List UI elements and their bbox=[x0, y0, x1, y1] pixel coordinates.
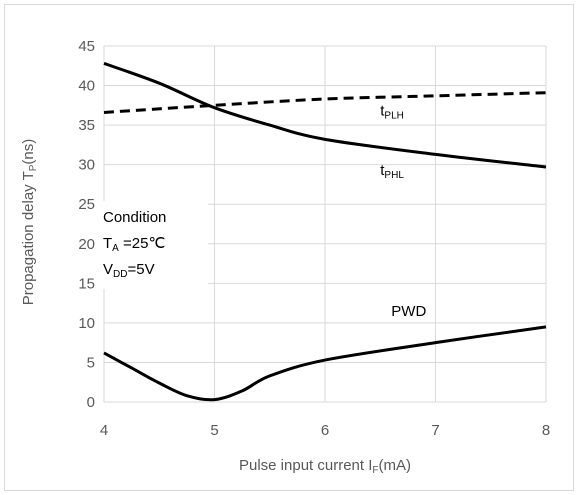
x-tick-label-5: 5 bbox=[210, 422, 218, 439]
x-tick-label-8: 8 bbox=[542, 422, 550, 439]
tplh-label: tPLH bbox=[380, 103, 404, 122]
y-tick-label-20: 20 bbox=[78, 236, 95, 253]
y-tick-label-0: 0 bbox=[87, 394, 95, 411]
y-tick-label-5: 5 bbox=[87, 354, 95, 371]
y-tick-label-35: 35 bbox=[78, 117, 95, 134]
x-tick-label-4: 4 bbox=[100, 422, 108, 439]
y-axis-title: Propagation delay TP(ns) bbox=[20, 139, 39, 306]
pwd-series-line bbox=[103, 325, 547, 402]
y-tick-label-30: 30 bbox=[78, 157, 95, 174]
series-layer bbox=[103, 61, 547, 402]
condition-title: Condition bbox=[103, 209, 166, 226]
y-tick-label-40: 40 bbox=[78, 78, 95, 95]
pwd-label: PWD bbox=[391, 303, 426, 320]
y-tick-label-25: 25 bbox=[78, 196, 95, 213]
y-tick-label-45: 45 bbox=[78, 38, 95, 55]
tplh-series-line bbox=[103, 91, 547, 114]
y-tick-label-10: 10 bbox=[78, 315, 95, 332]
y-tick-label-15: 15 bbox=[78, 275, 95, 292]
condition-vdd: VDD=5V bbox=[103, 261, 155, 280]
grid-layer bbox=[103, 45, 547, 403]
condition-ta: TA =25℃ bbox=[103, 235, 165, 254]
tphl-label: tPHL bbox=[380, 162, 404, 181]
x-axis-title: Pulse input current IF(mA) bbox=[239, 457, 411, 476]
x-tick-label-7: 7 bbox=[431, 422, 439, 439]
x-tick-label-6: 6 bbox=[321, 422, 329, 439]
tphl-series-line bbox=[103, 61, 547, 169]
condition-box bbox=[98, 201, 208, 289]
series-label-layer: tPLH tPHL PWD bbox=[380, 103, 426, 320]
